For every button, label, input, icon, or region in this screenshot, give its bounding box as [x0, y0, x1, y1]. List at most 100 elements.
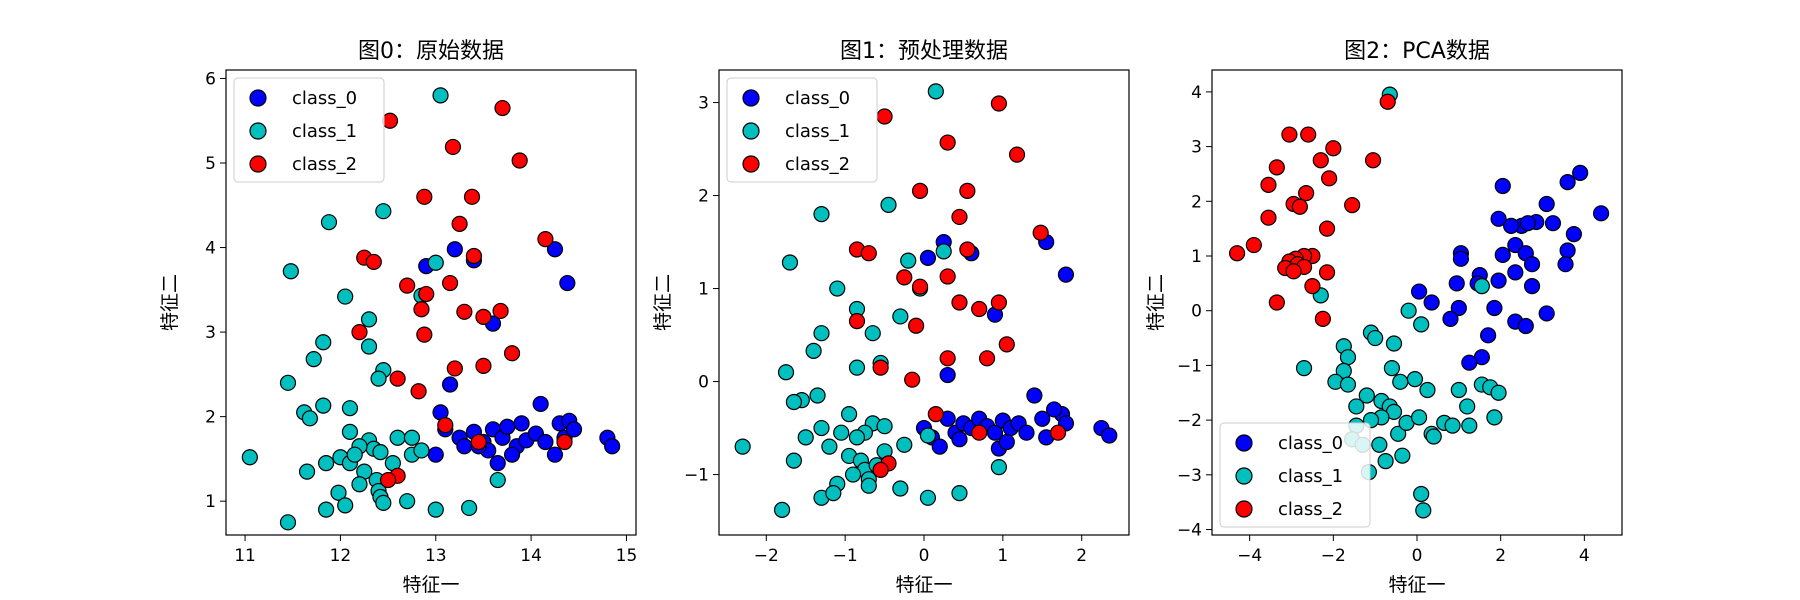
scatter-point-class_1 — [318, 455, 335, 472]
scatter-point-class_1 — [785, 393, 803, 411]
y-tick-label: 0 — [698, 373, 709, 393]
scatter-point-class_2 — [911, 278, 929, 295]
x-tick-label: 2 — [1495, 546, 1506, 566]
scatter-point-class_1 — [1390, 425, 1407, 442]
scatter-point-class_1 — [1371, 436, 1388, 453]
scatter-point-class_0 — [1450, 299, 1467, 317]
chart-title: 图1：预处理数据 — [840, 39, 1008, 64]
scatter-point-class_2 — [990, 95, 1008, 112]
scatter-point-class_1 — [896, 436, 913, 453]
scatter-point-class_2 — [465, 247, 483, 265]
scatter-point-class_0 — [1494, 177, 1511, 195]
scatter-point-class_2 — [456, 303, 473, 320]
scatter-point-class_1 — [1377, 453, 1394, 470]
scatter-point-class_2 — [399, 277, 416, 294]
scatter-point-class_1 — [1413, 316, 1430, 333]
scatter-point-class_1 — [315, 334, 332, 351]
scatter-point-class_0 — [1572, 164, 1589, 181]
scatter-point-class_2 — [927, 406, 944, 423]
scatter-point-class_0 — [499, 418, 516, 435]
scatter-point-class_1 — [432, 87, 449, 104]
scatter-point-class_2 — [876, 108, 893, 125]
legend-marker — [742, 89, 760, 107]
scatter-point-class_0 — [931, 438, 948, 455]
scatter-point-class_0 — [446, 241, 463, 258]
scatter-point-class_1 — [1339, 376, 1357, 393]
scatter-point-class_1 — [341, 400, 359, 417]
scatter-point-class_1 — [1367, 329, 1384, 347]
scatter-point-class_1 — [372, 444, 389, 461]
legend: class_0 class_1 class_2 — [233, 77, 385, 183]
scatter-point-class_2 — [872, 359, 889, 376]
scatter-point-class_0 — [1544, 215, 1562, 232]
x-tick-label: 0 — [919, 546, 930, 566]
scatter-point-class_0 — [427, 446, 444, 463]
scatter-point-class_2 — [971, 424, 988, 441]
scatter-point-class_0 — [1507, 264, 1524, 281]
scatter-point-class_2 — [1291, 198, 1308, 215]
legend-label: class_1 — [292, 121, 357, 142]
legend-marker — [249, 89, 267, 107]
scatter-point-class_0 — [1101, 427, 1118, 444]
legend: class_0 class_1 class_2 — [726, 77, 878, 183]
scatter-point-class_1 — [860, 477, 877, 494]
series-class_2 — [1229, 93, 1396, 328]
scatter-point-class_1 — [781, 254, 799, 271]
scatter-point-class_0 — [513, 415, 530, 432]
scatter-point-class_1 — [282, 263, 299, 280]
y-tick-label: 2 — [1191, 192, 1202, 212]
legend-box — [1219, 422, 1371, 528]
scatter-point-class_1 — [951, 485, 968, 502]
chart-panel-1: 图1：预处理数据−2 −1 0 1 2−10123特征一特征二class_0class_… — [652, 39, 1130, 596]
series-class_1 — [1295, 86, 1507, 519]
scatter-point-class_1 — [773, 501, 791, 518]
scatter-point-class_2 — [379, 471, 397, 489]
scatter-point-class_1 — [413, 442, 430, 459]
y-axis-label: 特征二 — [159, 274, 181, 331]
scatter-point-class_0 — [546, 241, 564, 258]
scatter-point-class_0 — [503, 446, 521, 463]
scatter-point-class_1 — [840, 406, 858, 423]
legend-marker — [249, 155, 267, 173]
scatter-point-class_1 — [797, 429, 814, 446]
scatter-point-class_1 — [848, 359, 866, 376]
scatter-point-class_1 — [1459, 398, 1476, 415]
x-tick-label: 0 — [1412, 546, 1423, 566]
y-axis-label: 特征二 — [652, 274, 674, 331]
scatter-point-class_0 — [1517, 317, 1534, 335]
scatter-point-class_1 — [389, 429, 406, 446]
legend-label: class_1 — [785, 121, 850, 142]
scatter-point-class_2 — [1321, 170, 1338, 187]
scatter-point-class_2 — [381, 112, 399, 129]
scatter-point-class_1 — [892, 480, 909, 497]
scatter-point-class_0 — [441, 376, 459, 393]
scatter-point-class_0 — [1480, 327, 1497, 344]
scatter-point-class_1 — [927, 83, 944, 100]
scatter-point-class_0 — [1538, 195, 1555, 213]
scatter-point-class_1 — [1473, 277, 1490, 295]
scatter-point-class_2 — [446, 360, 463, 377]
scatter-point-class_2 — [444, 138, 462, 156]
series-class_2 — [848, 95, 1067, 478]
scatter-point-class_2 — [1285, 263, 1302, 280]
scatter-point-class_0 — [1490, 272, 1507, 289]
scatter-point-class_2 — [1304, 277, 1321, 295]
x-tick-label: −4 — [1237, 546, 1262, 566]
scatter-point-class_0 — [1557, 256, 1574, 273]
scatter-point-class_0 — [1461, 354, 1478, 371]
scatter-point-class_1 — [351, 476, 368, 493]
y-tick-label: 3 — [1191, 138, 1202, 158]
legend-label: class_1 — [1278, 466, 1343, 487]
y-axis-label: 特征二 — [1145, 274, 1167, 331]
scatter-point-class_1 — [844, 466, 862, 483]
scatter-point-class_2 — [413, 301, 430, 318]
y-tick-label: −3 — [1177, 466, 1202, 486]
y-tick-label: −1 — [1177, 356, 1202, 376]
scatter-point-class_1 — [337, 288, 354, 305]
scatter-point-class_0 — [1565, 226, 1582, 243]
scatter-point-class_0 — [532, 395, 549, 413]
scatter-point-class_1 — [892, 308, 909, 325]
scatter-point-class_0 — [1538, 305, 1555, 322]
scatter-point-class_1 — [360, 338, 378, 355]
scatter-point-class_0 — [537, 433, 554, 451]
